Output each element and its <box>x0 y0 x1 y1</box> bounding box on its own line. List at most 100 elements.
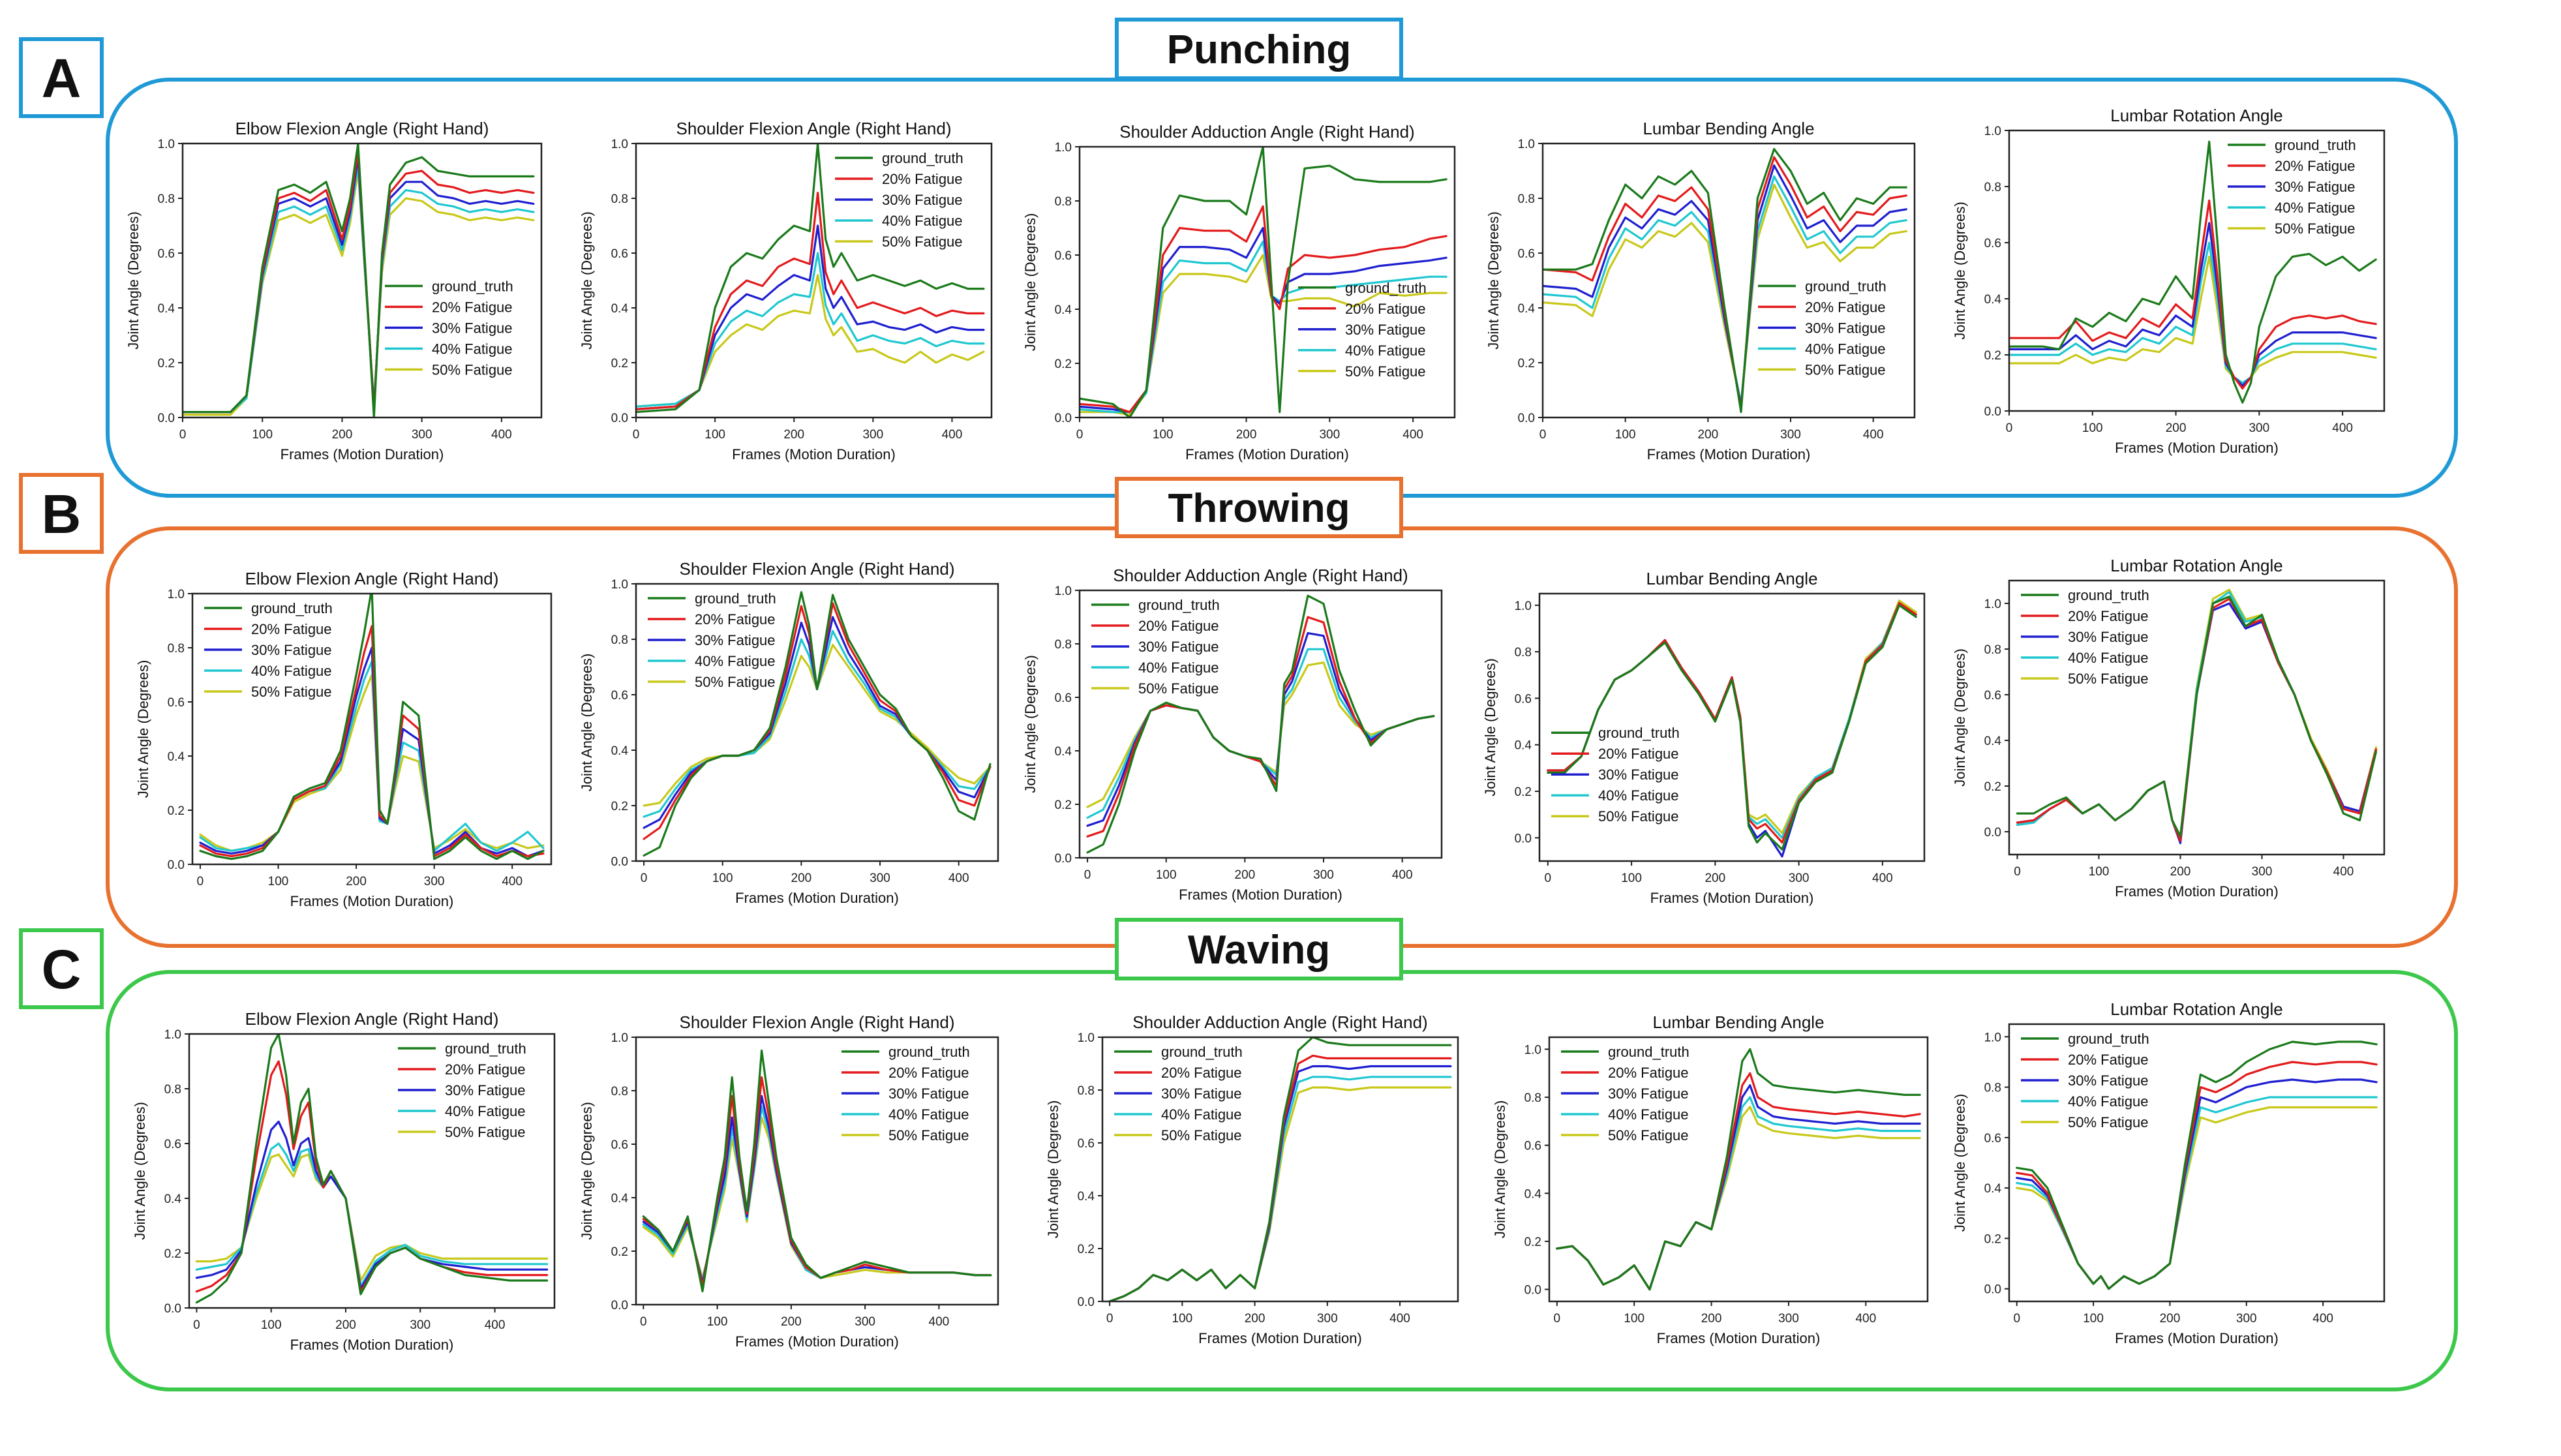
x-tick-label: 300 <box>1317 1312 1338 1326</box>
legend-label: ground_truth <box>695 590 776 607</box>
y-tick-label: 0.6 <box>1515 692 1532 706</box>
y-tick-label: 0.8 <box>611 192 628 206</box>
x-tick-label: 0 <box>2014 865 2021 879</box>
legend-label: 30% Fatigue <box>2068 629 2149 645</box>
y-axis-label: Joint Angle (Degrees) <box>579 654 595 792</box>
legend: ground_truth 20% Fatigue 30% Fatigue 40% Fa… <box>1758 278 1887 378</box>
legend-label: 30% Fatigue <box>1608 1085 1689 1102</box>
legend-label: 40% Fatigue <box>695 653 776 669</box>
series-line-ground-truth <box>636 144 985 414</box>
x-tick-label: 300 <box>870 872 890 885</box>
legend-label: ground_truth <box>445 1040 526 1057</box>
legend-label: 40% Fatigue <box>251 663 332 679</box>
y-tick-label: 1.0 <box>1984 1031 2001 1044</box>
y-tick-label: 1.0 <box>1524 1043 1541 1057</box>
legend-label: 20% Fatigue <box>1161 1065 1242 1081</box>
y-tick-label: 0.0 <box>611 855 628 869</box>
x-tick-label: 400 <box>1402 428 1423 442</box>
chart-6: Shoulder Flexion Angle (Right Hand) 0 100 2… <box>579 559 999 906</box>
legend-label: 20% Fatigue <box>1345 301 1426 317</box>
y-tick-label: 0.2 <box>1055 357 1072 371</box>
legend-label: 50% Fatigue <box>882 234 963 250</box>
x-tick-label: 0 <box>2013 1312 2020 1326</box>
chart-title: Lumbar Rotation Angle <box>2110 106 2283 125</box>
x-tick-label: 200 <box>2160 1312 2181 1326</box>
axes-frame <box>181 142 543 419</box>
x-tick-label: 200 <box>2166 421 2187 435</box>
series-line-20-fatigue <box>1556 1072 1921 1291</box>
x-tick-label: 300 <box>412 428 432 442</box>
y-axis-label: Joint Angle (Degrees) <box>125 211 142 350</box>
section-title-box <box>1115 477 1403 538</box>
chart-1: Shoulder Flexion Angle (Right Hand) 0 100 2… <box>579 119 993 463</box>
axes-frame <box>1538 592 1926 862</box>
y-tick-label: 0.8 <box>168 642 185 656</box>
y-tick-label: 0.4 <box>611 744 629 758</box>
series-group <box>1086 594 1435 854</box>
y-tick-label: 0.6 <box>1078 1137 1095 1151</box>
series-line-ground-truth <box>1547 604 1917 851</box>
y-tick-label: 1.0 <box>1984 125 2001 138</box>
x-axis-label: Frames (Motion Duration) <box>280 446 444 463</box>
y-tick-label: 1.0 <box>168 588 185 601</box>
legend-label: 30% Fatigue <box>882 192 963 208</box>
section-waving: C Waving <box>19 918 2458 1391</box>
y-axis-label: Joint Angle (Degrees) <box>1485 211 1502 350</box>
legend-label: 50% Fatigue <box>1598 808 1679 825</box>
legend-label: ground_truth <box>1161 1044 1243 1060</box>
legend: ground_truth 20% Fatigue 30% Fatigue 40% Fa… <box>648 590 776 690</box>
x-tick-label: 300 <box>2236 1312 2257 1326</box>
legend-label: 50% Fatigue <box>888 1127 969 1144</box>
x-axis-label: Frames (Motion Duration) <box>732 446 896 463</box>
series-group <box>1556 1048 1921 1291</box>
y-tick-label: 0.2 <box>1078 1243 1095 1256</box>
legend-label: 50% Fatigue <box>1805 361 1886 378</box>
y-tick-label: 0.0 <box>1984 405 2001 419</box>
x-tick-label: 200 <box>1235 868 1256 882</box>
legend-label: ground_truth <box>2275 137 2356 153</box>
legend-label: ground_truth <box>2068 1031 2149 1047</box>
x-tick-label: 400 <box>929 1315 950 1329</box>
legend-label: 40% Fatigue <box>1598 787 1679 804</box>
chart-title: Shoulder Adduction Angle (Right Hand) <box>1113 566 1408 585</box>
legend: ground_truth 20% Fatigue 30% Fatigue 40% Fa… <box>841 1044 970 1144</box>
x-tick-label: 0 <box>2006 421 2013 435</box>
legend-label: ground_truth <box>1598 725 1680 741</box>
x-tick-label: 200 <box>335 1318 356 1332</box>
x-tick-label: 400 <box>1872 872 1893 885</box>
y-tick-label: 0.0 <box>611 1299 628 1312</box>
x-tick-label: 100 <box>268 875 289 888</box>
series-group <box>195 1034 549 1304</box>
legend: ground_truth 20% Fatigue 30% Fatigue 40% Fa… <box>385 278 513 378</box>
y-tick-label: 0.0 <box>158 412 175 425</box>
x-tick-label: 200 <box>791 872 812 885</box>
series-line-ground-truth <box>643 591 992 857</box>
x-tick-label: 100 <box>2089 865 2110 879</box>
series-line-50-fatigue <box>636 274 985 408</box>
x-tick-label: 400 <box>1389 1312 1410 1326</box>
y-tick-label: 0.4 <box>1055 303 1072 317</box>
y-tick-label: 0.6 <box>1518 247 1535 261</box>
y-tick-label: 0.8 <box>1524 1091 1541 1105</box>
chart-5: Elbow Flexion Angle (Right Hand) 0 100 200 3… <box>135 569 553 909</box>
y-tick-label: 0.6 <box>611 1138 628 1152</box>
x-tick-label: 0 <box>1106 1312 1114 1326</box>
x-tick-label: 0 <box>1554 1312 1561 1326</box>
x-tick-label: 200 <box>1701 1312 1722 1326</box>
chart-2: Shoulder Adduction Angle (Right Hand) 0 10… <box>1022 122 1456 463</box>
y-tick-label: 0.2 <box>1984 780 2001 794</box>
x-tick-label: 400 <box>2312 1312 2333 1326</box>
chart-title: Elbow Flexion Angle (Right Hand) <box>235 119 489 138</box>
legend-label: 50% Fatigue <box>695 674 776 690</box>
series-line-ground-truth <box>183 144 535 417</box>
y-tick-label: 0.2 <box>611 1245 628 1259</box>
y-tick-label: 0.2 <box>158 357 175 371</box>
y-tick-label: 0.6 <box>168 696 185 710</box>
x-tick-label: 0 <box>641 872 648 885</box>
y-tick-label: 0.0 <box>1055 852 1072 866</box>
y-tick-label: 0.6 <box>611 247 628 261</box>
y-tick-label: 0.2 <box>1984 1232 2001 1246</box>
chart-title: Lumbar Rotation Angle <box>2110 999 2283 1019</box>
y-tick-label: 0.8 <box>164 1083 181 1097</box>
y-tick-label: 0.2 <box>611 357 628 371</box>
